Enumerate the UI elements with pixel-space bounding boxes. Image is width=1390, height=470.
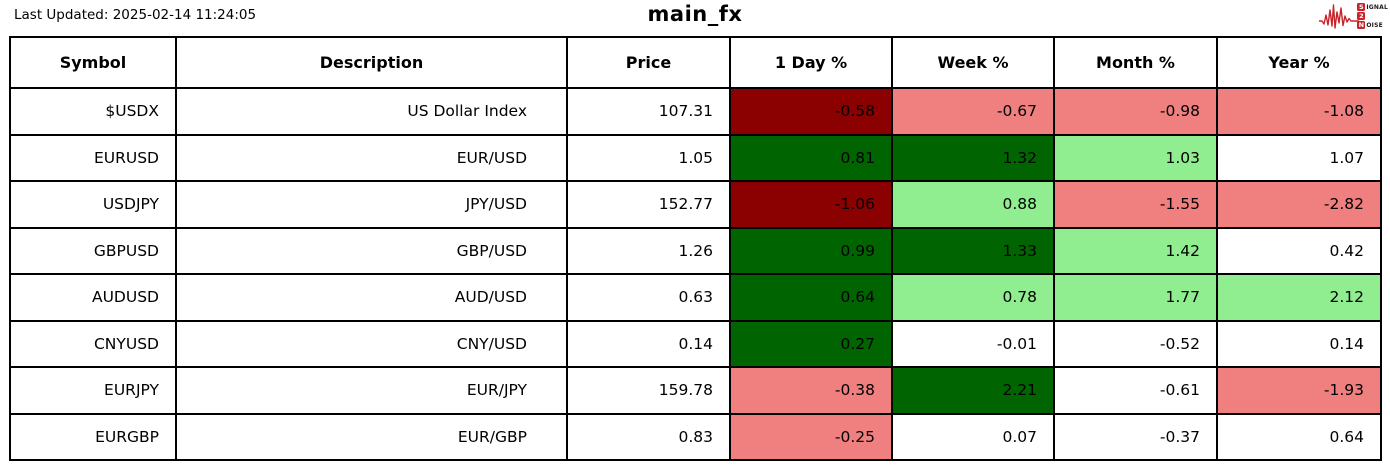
day-change-cell: -0.25 xyxy=(729,412,893,461)
week-change-cell: 2.21 xyxy=(891,366,1055,415)
column-header-week: Week % xyxy=(891,36,1055,89)
symbol-cell: CNYUSD xyxy=(9,319,177,368)
year-change-cell: 0.42 xyxy=(1216,226,1382,275)
week-change-cell: 1.32 xyxy=(891,133,1055,182)
week-change-cell: 0.07 xyxy=(891,412,1055,461)
month-change-cell: 1.77 xyxy=(1053,273,1218,322)
month-change-cell: -0.98 xyxy=(1053,87,1218,136)
symbol-cell: AUDUSD xyxy=(9,273,177,322)
day-change-cell: 0.99 xyxy=(729,226,893,275)
column-header-month: Month % xyxy=(1053,36,1218,89)
price-cell: 0.63 xyxy=(566,273,731,322)
year-change-cell: -2.82 xyxy=(1216,180,1382,229)
symbol-cell: EURGBP xyxy=(9,412,177,461)
column-header-1day: 1 Day % xyxy=(729,36,893,89)
table-header-row: Symbol Description Price 1 Day % Week % … xyxy=(9,36,1382,89)
price-cell: 0.14 xyxy=(566,319,731,368)
symbol-cell: GBPUSD xyxy=(9,226,177,275)
logo-line-signal: S IGNAL xyxy=(1357,3,1388,11)
day-change-cell: -0.58 xyxy=(729,87,893,136)
month-change-cell: 1.03 xyxy=(1053,133,1218,182)
year-change-cell: 1.07 xyxy=(1216,133,1382,182)
description-cell: US Dollar Index xyxy=(175,87,568,136)
description-cell: EUR/JPY xyxy=(175,366,568,415)
price-cell: 0.83 xyxy=(566,412,731,461)
description-cell: AUD/USD xyxy=(175,273,568,322)
signal2noise-logo: S IGNAL 2 N OISE xyxy=(1319,1,1388,31)
month-change-cell: -0.52 xyxy=(1053,319,1218,368)
table-row-usdjpy: USDJPY JPY/USD 152.77 -1.06 0.88 -1.55 -… xyxy=(9,180,1382,229)
logo-letter-n: N xyxy=(1357,21,1366,29)
description-cell: EUR/USD xyxy=(175,133,568,182)
waveform-icon xyxy=(1319,4,1360,29)
symbol-cell: EURJPY xyxy=(9,366,177,415)
column-header-description: Description xyxy=(175,36,568,89)
logo-letter-s: S xyxy=(1357,3,1366,11)
table-row-cnyusd: CNYUSD CNY/USD 0.14 0.27 -0.01 -0.52 0.1… xyxy=(9,319,1382,368)
day-change-cell: 0.27 xyxy=(729,319,893,368)
price-cell: 107.31 xyxy=(566,87,731,136)
table-row-usdx: $USDX US Dollar Index 107.31 -0.58 -0.67… xyxy=(9,87,1382,136)
page-title: main_fx xyxy=(647,2,743,26)
month-change-cell: -0.37 xyxy=(1053,412,1218,461)
year-change-cell: -1.08 xyxy=(1216,87,1382,136)
logo-text: S IGNAL 2 N OISE xyxy=(1357,3,1388,29)
description-cell: JPY/USD xyxy=(175,180,568,229)
year-change-cell: 0.64 xyxy=(1216,412,1382,461)
description-cell: EUR/GBP xyxy=(175,412,568,461)
day-change-cell: 0.64 xyxy=(729,273,893,322)
description-cell: CNY/USD xyxy=(175,319,568,368)
month-change-cell: 1.42 xyxy=(1053,226,1218,275)
day-change-cell: -0.38 xyxy=(729,366,893,415)
logo-digit-2: 2 xyxy=(1357,12,1366,20)
symbol-cell: EURUSD xyxy=(9,133,177,182)
table-row-audusd: AUDUSD AUD/USD 0.63 0.64 0.78 1.77 2.12 xyxy=(9,273,1382,322)
last-updated-label: Last Updated: 2025-02-14 11:24:05 xyxy=(14,7,257,23)
month-change-cell: -0.61 xyxy=(1053,366,1218,415)
logo-line-noise: N OISE xyxy=(1357,21,1388,29)
day-change-cell: 0.81 xyxy=(729,133,893,182)
table-row-gbpusd: GBPUSD GBP/USD 1.26 0.99 1.33 1.42 0.42 xyxy=(9,226,1382,275)
month-change-cell: -1.55 xyxy=(1053,180,1218,229)
price-cell: 152.77 xyxy=(566,180,731,229)
year-change-cell: 0.14 xyxy=(1216,319,1382,368)
logo-word-noise: OISE xyxy=(1366,21,1383,29)
description-cell: GBP/USD xyxy=(175,226,568,275)
week-change-cell: 0.78 xyxy=(891,273,1055,322)
week-change-cell: 1.33 xyxy=(891,226,1055,275)
week-change-cell: -0.01 xyxy=(891,319,1055,368)
logo-word-signal: IGNAL xyxy=(1366,3,1388,11)
price-cell: 1.05 xyxy=(566,133,731,182)
week-change-cell: 0.88 xyxy=(891,180,1055,229)
table-row-eurjpy: EURJPY EUR/JPY 159.78 -0.38 2.21 -0.61 -… xyxy=(9,366,1382,415)
year-change-cell: -1.93 xyxy=(1216,366,1382,415)
year-change-cell: 2.12 xyxy=(1216,273,1382,322)
table-row-eurgbp: EURGBP EUR/GBP 0.83 -0.25 0.07 -0.37 0.6… xyxy=(9,412,1382,461)
price-cell: 159.78 xyxy=(566,366,731,415)
price-cell: 1.26 xyxy=(566,226,731,275)
column-header-year: Year % xyxy=(1216,36,1382,89)
symbol-cell: USDJPY xyxy=(9,180,177,229)
day-change-cell: -1.06 xyxy=(729,180,893,229)
column-header-price: Price xyxy=(566,36,731,89)
symbol-cell: $USDX xyxy=(9,87,177,136)
column-header-symbol: Symbol xyxy=(9,36,177,89)
logo-line-2: 2 xyxy=(1357,12,1388,20)
week-change-cell: -0.67 xyxy=(891,87,1055,136)
table-row-eurusd: EURUSD EUR/USD 1.05 0.81 1.32 1.03 1.07 xyxy=(9,133,1382,182)
fx-table: Symbol Description Price 1 Day % Week % … xyxy=(9,36,1382,461)
